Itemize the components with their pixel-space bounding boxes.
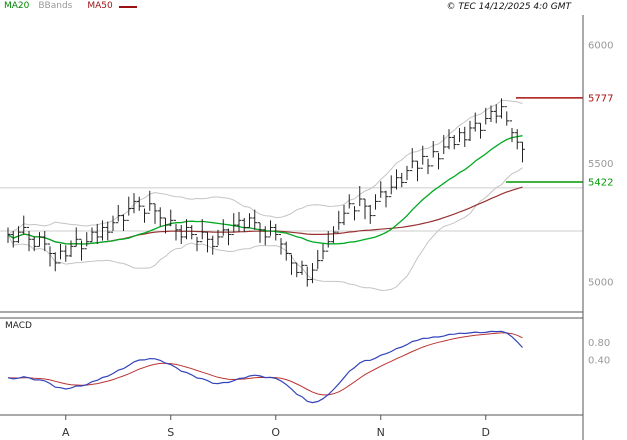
ma50-line-swatch xyxy=(118,5,137,8)
svg-text:N: N xyxy=(377,426,385,439)
svg-text:5000: 5000 xyxy=(588,277,613,288)
legend-ma20-label: MA20 xyxy=(4,1,30,11)
svg-text:D: D xyxy=(482,426,490,439)
svg-text:0.40: 0.40 xyxy=(588,355,610,366)
svg-text:6000: 6000 xyxy=(588,41,613,52)
svg-text:5777: 5777 xyxy=(588,93,613,104)
legend-ma50-label: MA50 xyxy=(87,1,113,11)
svg-text:5422: 5422 xyxy=(588,177,613,188)
svg-text:O: O xyxy=(271,426,280,439)
svg-text:5500: 5500 xyxy=(588,159,613,170)
svg-text:A: A xyxy=(62,426,70,439)
legend-bbands-label: BBands xyxy=(38,1,73,11)
svg-text:0.80: 0.80 xyxy=(588,338,610,349)
svg-text:S: S xyxy=(167,426,174,439)
legend: MA20 BBands MA50 xyxy=(4,1,137,12)
macd-panel-label: MACD xyxy=(5,321,32,331)
copyright-text: © TEC 14/12/2025 4:0 GMT xyxy=(446,2,571,12)
